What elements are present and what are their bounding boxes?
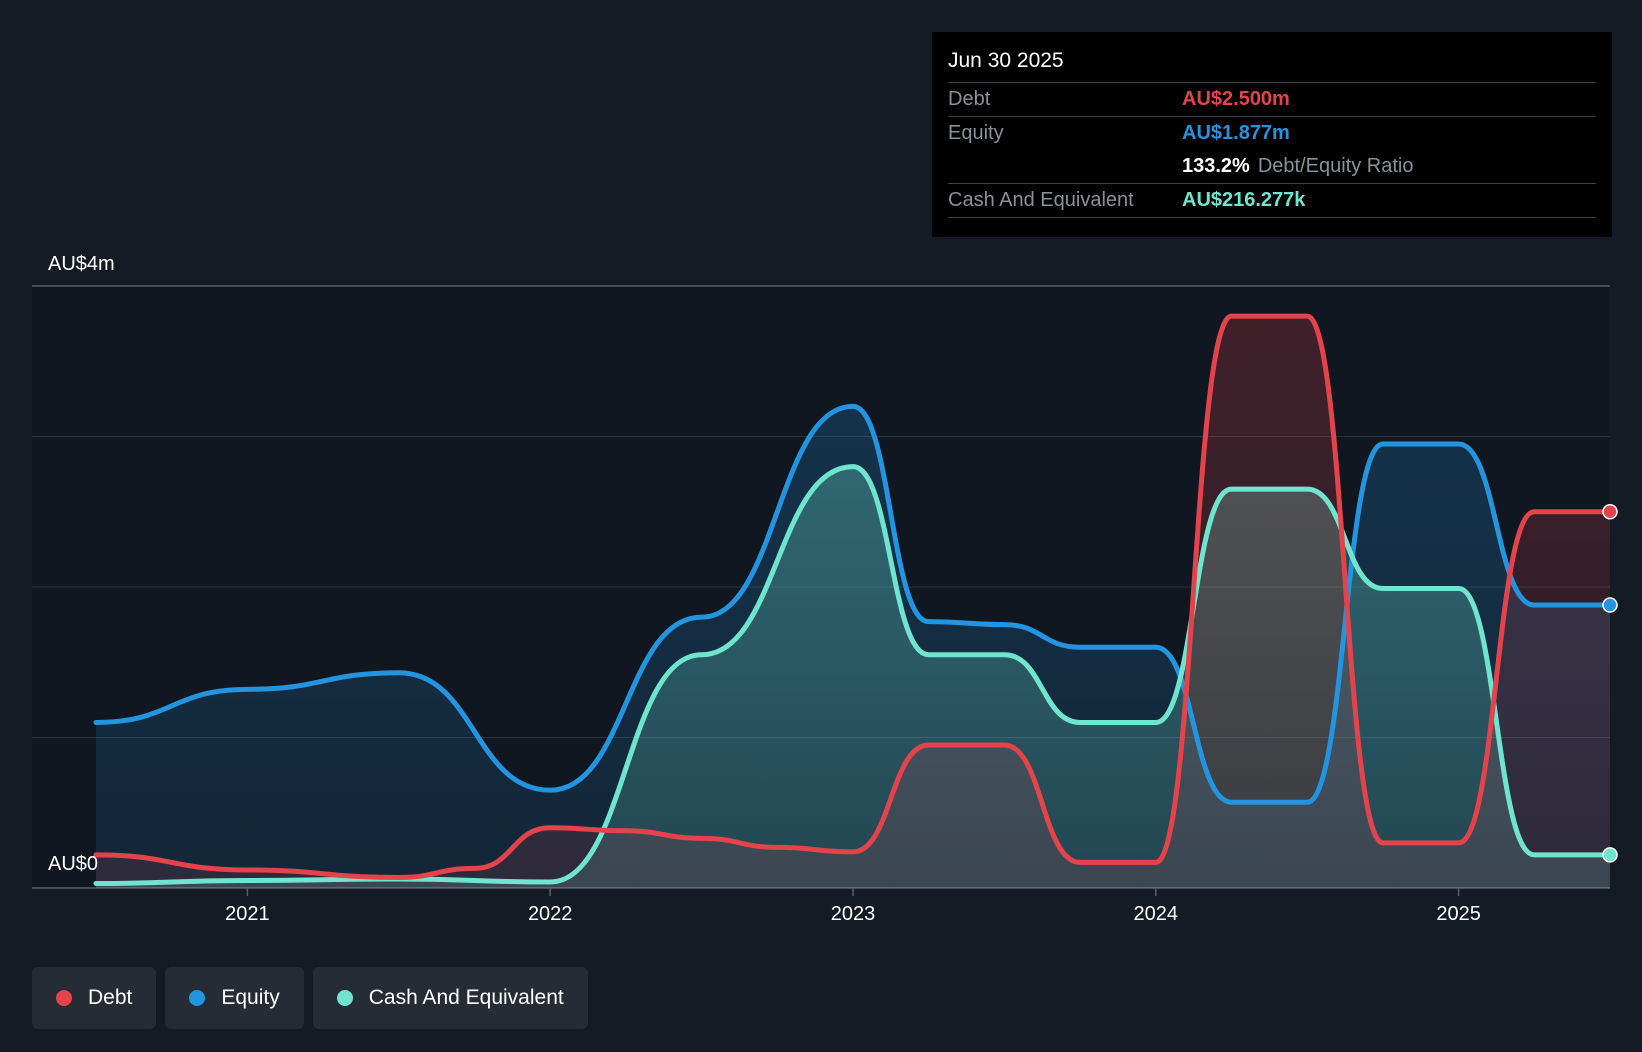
legend-item-equity[interactable]: Equity xyxy=(165,967,304,1029)
tooltip-cash-value: AU$216.277k xyxy=(1182,189,1306,211)
tooltip-equity-value: AU$1.877m xyxy=(1182,122,1290,144)
tooltip-ratio-row: 133.2% Debt/Equity Ratio xyxy=(948,150,1596,183)
endpoint-debt xyxy=(1602,504,1618,520)
legend-label-debt: Debt xyxy=(88,986,133,1009)
tooltip-equity-row: Equity AU$1.877m xyxy=(948,116,1596,150)
line-debt xyxy=(93,313,1613,880)
x-tick-label-2022: 2022 xyxy=(528,903,573,925)
tooltip-date: Jun 30 2025 xyxy=(948,49,1064,72)
x-tick-label-2024: 2024 xyxy=(1134,903,1179,925)
legend-item-cash[interactable]: Cash And Equivalent xyxy=(312,967,588,1029)
legend-dot-debt xyxy=(56,990,72,1006)
legend-dot-equity xyxy=(189,990,206,1006)
legend-item-debt[interactable]: Debt xyxy=(32,967,157,1029)
tooltip-cash-label: Cash And Equivalent xyxy=(948,189,1134,211)
x-tick-label-2021: 2021 xyxy=(225,903,270,925)
legend-dot-cash xyxy=(336,990,353,1006)
legend: Debt Equity Cash And Equivalent xyxy=(32,967,588,1029)
tooltip-cash-row: Cash And Equivalent AU$216.277k xyxy=(948,183,1596,218)
y-axis-top-label: AU$4m xyxy=(48,253,115,275)
legend-label-equity: Equity xyxy=(221,986,280,1009)
tooltip-debt-label: Debt xyxy=(948,88,991,110)
tooltip-debt-value: AU$2.500m xyxy=(1182,88,1290,110)
area-debt xyxy=(96,316,1610,889)
y-axis-bottom-label: AU$0 xyxy=(48,853,98,875)
tooltip: Jun 30 2025 Debt AU$2.500m Equity AU$1.8… xyxy=(932,32,1612,237)
endpoint-cash-and-equivalent xyxy=(1602,847,1618,863)
tooltip-ratio-value: 133.2% xyxy=(1182,155,1250,177)
line-equity xyxy=(93,403,1613,805)
x-tick-label-2025: 2025 xyxy=(1436,903,1481,925)
line-cash-and-equivalent xyxy=(93,464,1613,886)
x-tick-label-2023: 2023 xyxy=(831,903,876,925)
tooltip-debt-row: Debt AU$2.500m xyxy=(948,82,1596,116)
tooltip-equity-label: Equity xyxy=(948,122,1004,144)
endpoint-equity xyxy=(1602,597,1618,613)
legend-label-cash: Cash And Equivalent xyxy=(368,986,564,1009)
tooltip-ratio-label: Debt/Equity Ratio xyxy=(1257,155,1414,177)
